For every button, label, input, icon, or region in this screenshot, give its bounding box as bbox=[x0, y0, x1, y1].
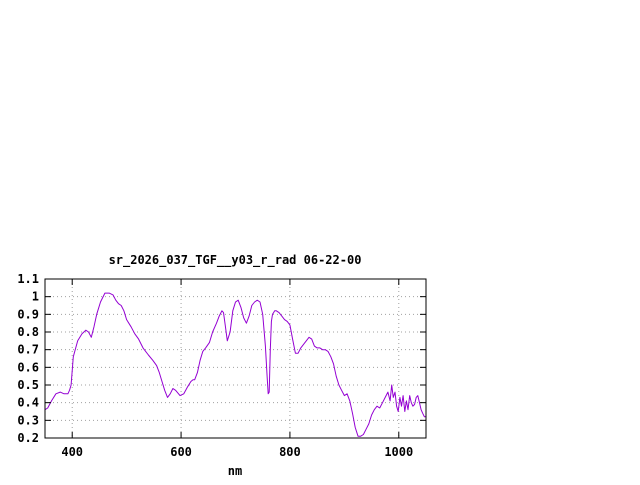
grid-layer bbox=[45, 279, 426, 438]
y-tick-label: 1.1 bbox=[17, 272, 39, 286]
chart-title: sr_2026_037_TGF__y03_r_rad 06-22-00 bbox=[109, 253, 362, 268]
x-axis-label: nm bbox=[228, 464, 242, 478]
series-line bbox=[44, 292, 426, 437]
y-tick-label: 0.2 bbox=[17, 431, 39, 445]
ticks-layer: 0.2 0.3 0.4 0.5 0.6 0.7 0.8 0.9 1 1.1 400 600 800 100… bbox=[17, 272, 426, 459]
y-tick-label: 0.3 bbox=[17, 413, 39, 427]
y-tick-label: 0.7 bbox=[17, 343, 39, 357]
y-tick-label: 0.9 bbox=[17, 307, 39, 321]
x-tick-label: 800 bbox=[279, 445, 301, 459]
y-tick-label: 0.4 bbox=[17, 396, 39, 410]
x-tick-label: 1000 bbox=[384, 445, 413, 459]
y-tick-label: 1 bbox=[32, 290, 39, 304]
series-layer bbox=[44, 292, 426, 437]
plot-frame bbox=[44, 278, 427, 439]
x-tick-label: 600 bbox=[170, 445, 192, 459]
y-tick-label: 0.6 bbox=[17, 360, 39, 374]
x-tick-label: 400 bbox=[61, 445, 83, 459]
y-tick-label: 0.5 bbox=[17, 378, 39, 392]
y-tick-label: 0.8 bbox=[17, 325, 39, 339]
